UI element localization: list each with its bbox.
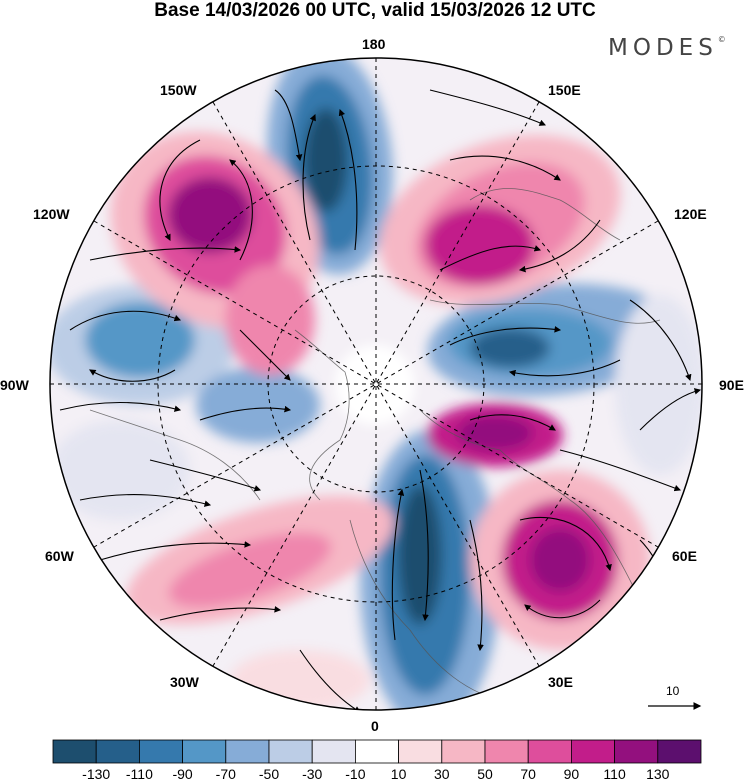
map-disc: [50, 58, 702, 710]
lon-label-180: 180: [362, 36, 386, 52]
colorbar-swatch: [484, 739, 529, 764]
reference-vector-label: 10: [666, 684, 680, 698]
lon-label-150w: 150W: [160, 82, 197, 98]
lon-label-0: 0: [371, 718, 379, 734]
colorbar-swatch: [52, 739, 97, 764]
colorbar-swatch: [138, 739, 183, 764]
colorbar-tick-label: -30: [302, 766, 323, 782]
lon-label-30w: 30W: [170, 674, 199, 690]
lon-label-60e: 60E: [672, 548, 697, 564]
colorbar: [52, 739, 702, 764]
map-border: [49, 57, 703, 711]
colorbar-tick-label: 90: [563, 766, 580, 782]
colorbar-tick-label: -50: [258, 766, 280, 782]
colorbar-tick-label: -10: [345, 766, 366, 782]
colorbar-swatch: [268, 739, 313, 764]
lon-label-60w: 60W: [45, 548, 74, 564]
chart-title: Base 14/03/2026 00 UTC, valid 15/03/2026…: [154, 0, 596, 21]
graticule: [50, 58, 702, 710]
colorbar-tick-label: 10: [390, 766, 407, 782]
lon-label-30e: 30E: [548, 674, 573, 690]
lon-label-120w: 120W: [33, 206, 70, 222]
colorbar-swatch: [657, 739, 702, 764]
colorbar-swatch: [571, 739, 616, 764]
lon-label-150e: 150E: [548, 82, 581, 98]
colorbar-tick-label: 110: [603, 766, 626, 782]
colorbar-swatch: [441, 739, 486, 764]
colorbar-tick-label: -90: [172, 766, 193, 782]
colorbar-swatch: [614, 739, 659, 764]
colorbar-tick-label: 50: [477, 766, 493, 782]
anomaly-field: [50, 58, 702, 710]
colorbar-tick-label: -70: [215, 766, 236, 782]
colorbar-tick-label: 70: [520, 766, 536, 782]
brand-logo: MODES©: [608, 35, 726, 61]
colorbar-tick-label: -110: [125, 766, 153, 782]
colorbar-swatch: [398, 739, 443, 764]
colorbar-tick-label: -130: [82, 766, 111, 782]
colorbar-tick-label: 130: [646, 766, 670, 782]
colorbar-swatch: [527, 739, 572, 764]
colorbar-swatch: [311, 739, 356, 764]
lon-label-90e: 90E: [719, 377, 744, 393]
colorbar-tick-label: 30: [434, 766, 450, 782]
lon-label-90w: 90W: [0, 377, 29, 393]
colorbar-swatch: [225, 739, 270, 764]
colorbar-swatch: [354, 739, 399, 764]
colorbar-swatch: [95, 739, 140, 764]
lon-label-120e: 120E: [674, 206, 707, 222]
colorbar-swatch: [182, 739, 227, 764]
